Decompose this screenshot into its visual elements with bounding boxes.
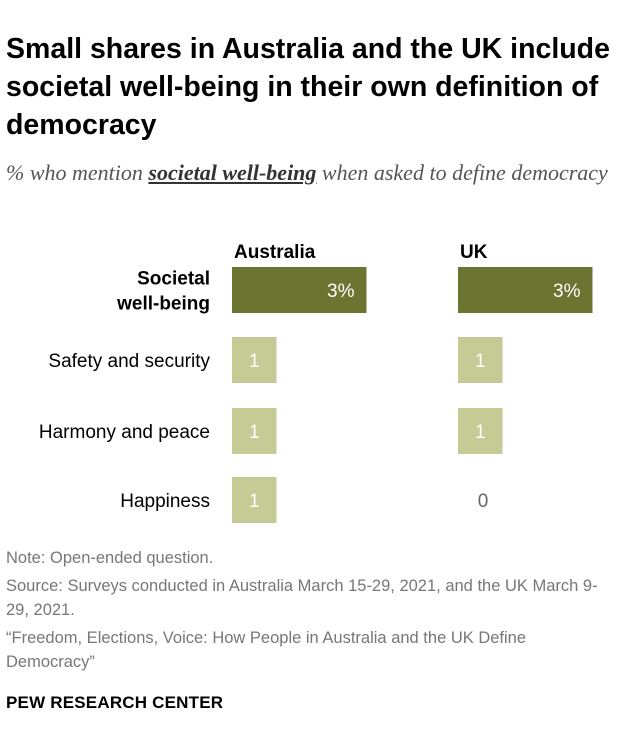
category-label: Happiness [120, 491, 210, 512]
series-header-australia: Australia [234, 242, 316, 263]
bar-uk [458, 267, 593, 313]
bar-uk [458, 337, 503, 383]
chart-title: Small shares in Australia and the UK inc… [6, 33, 610, 141]
bar-australia [232, 408, 277, 454]
category-label: Harmony and peace [39, 422, 210, 443]
data-label: 1 [249, 351, 260, 372]
note-text: Note: Open-ended question. [6, 549, 214, 567]
subtitle-suffix: when asked to define democracy [321, 160, 608, 185]
chart-subtitle: % who mention societal well-being when a… [6, 156, 611, 190]
bar-chart: Australia UK Societal well-being Safety and … [39, 242, 593, 523]
data-label: 1 [475, 351, 486, 372]
category-label: Safety and security [48, 351, 210, 372]
pew-logo-text: PEW RESEARCH CENTER [6, 693, 224, 712]
bar-australia [232, 267, 367, 313]
report-title-text: “Freedom, Elections, Voice: How People i… [6, 629, 527, 671]
data-label: 3% [327, 281, 355, 302]
data-label: 0 [478, 491, 489, 512]
data-label: 3% [553, 281, 581, 302]
data-label: 1 [475, 422, 486, 443]
bar-australia [232, 477, 277, 523]
category-label: Societal [137, 269, 210, 290]
bar-australia [232, 337, 277, 383]
data-label: 1 [249, 422, 260, 443]
data-label: 1 [249, 491, 260, 512]
subtitle-emphasis: societal well-being [148, 160, 317, 185]
series-header-uk: UK [460, 242, 488, 263]
source-text: Source: Surveys conducted in Australia M… [6, 577, 598, 619]
category-label: well-being [116, 294, 210, 315]
bar-uk [458, 408, 503, 454]
subtitle-prefix: % who mention [6, 160, 143, 185]
